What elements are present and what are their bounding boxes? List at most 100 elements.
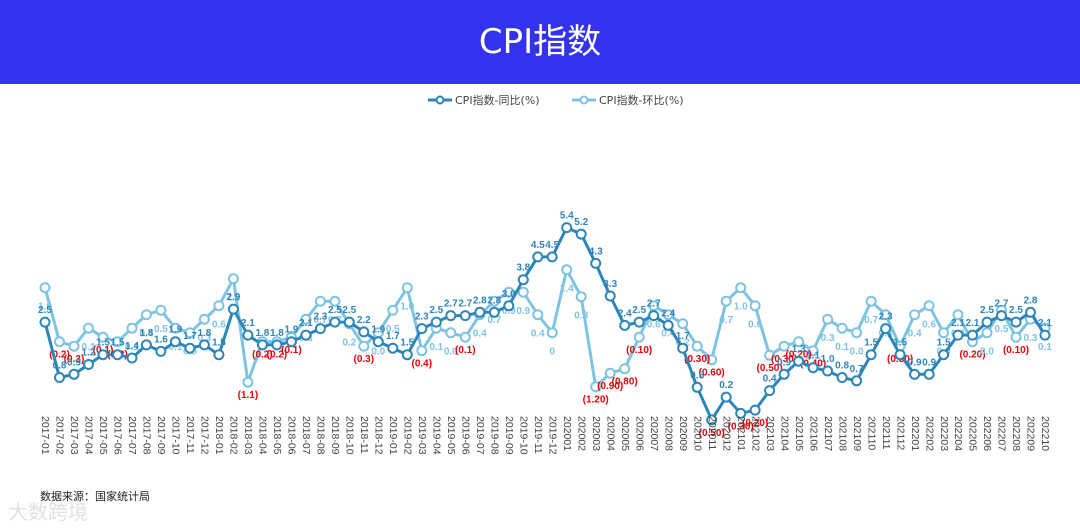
yoy-point: [97, 349, 109, 361]
yoy-point: [938, 349, 950, 361]
yoy-point: [329, 316, 341, 328]
x-axis: 2017-01 2017-02 2017-03 2017-04 2017-05 2017-…: [39, 416, 1051, 455]
yoy-data-label: 2.5: [328, 305, 342, 316]
mom-data-label: (0.2): [49, 350, 70, 361]
yoy-data-label: 0.8: [835, 361, 849, 372]
yoy-data-label: 1.9: [371, 325, 385, 336]
yoy-point: [358, 326, 370, 338]
x-tick-label: 2019-06: [460, 416, 472, 455]
yoy-point: [242, 329, 254, 341]
mom-point: [83, 322, 94, 334]
mom-point: [633, 331, 645, 343]
mom-point: [735, 282, 747, 294]
x-tick-label: 2019-09: [503, 416, 515, 455]
yoy-point: [459, 310, 471, 322]
x-tick-label: 2018-08: [315, 416, 327, 455]
yoy-data-label: 2.1: [241, 318, 255, 329]
x-tick-label: 202110: [865, 416, 877, 450]
x-tick-label: 202112: [894, 416, 906, 450]
mom-data-label: 1.4: [560, 284, 574, 295]
x-tick-label: 202005: [619, 416, 631, 451]
yoy-point: [372, 336, 384, 348]
yoy-data-label: 0.7: [850, 364, 864, 375]
mom-point: [677, 318, 689, 330]
x-tick-label: 202105: [793, 416, 805, 451]
mom-point: [155, 304, 167, 316]
yoy-data-label: 3.0: [502, 289, 516, 300]
mom-point: [793, 336, 805, 348]
mom-line: [43, 268, 1046, 389]
yoy-point: [691, 381, 703, 393]
yoy-line: [43, 226, 1047, 422]
yoy-data-label: 2.2: [357, 315, 371, 326]
x-tick-label: 2018-10: [344, 416, 356, 455]
mom-data-label: 0.9: [502, 306, 516, 317]
x-tick-label: 202007: [648, 416, 660, 451]
yoy-point: [546, 251, 558, 263]
mom-data-label: (0.90): [597, 381, 623, 392]
mom-point: [198, 313, 210, 325]
yoy-data-label: 2.8: [473, 295, 487, 306]
yoy-point: [633, 316, 645, 328]
yoy-data-label: 2.5: [38, 305, 52, 316]
x-tick-label: 2019-02: [402, 416, 414, 455]
mom-point: [97, 331, 109, 343]
mom-point: [546, 327, 558, 339]
x-tick-label: 202106: [807, 416, 819, 451]
x-tick-label: 202001: [561, 416, 573, 451]
yoy-data-label: 2.3: [415, 312, 429, 323]
mom-point: [764, 349, 776, 361]
x-tick-label: 202107: [822, 416, 834, 451]
yoy-data-label: 2.4: [661, 308, 675, 319]
mom-point: [416, 345, 428, 357]
mom-point: [706, 354, 718, 366]
x-tick-label: 2017-12: [199, 416, 211, 455]
yoy-point: [677, 342, 689, 354]
mom-point: [662, 309, 674, 321]
mom-data-label: 0.2: [342, 338, 356, 349]
x-tick-label: 202109: [851, 416, 863, 451]
yoy-data-label: (0.20): [742, 418, 768, 429]
yoy-data-label: 1.6: [154, 334, 168, 345]
mom-point: [807, 345, 819, 357]
mom-data-label: 0.4: [661, 329, 675, 340]
yoy-data-label: 3.3: [603, 279, 617, 290]
x-tick-label: 202103: [764, 416, 776, 451]
yoy-data-label: 1.5: [400, 338, 414, 349]
yoy-point: [909, 368, 921, 380]
yoy-data-label: 4.5: [531, 240, 545, 251]
mom-point: [445, 327, 457, 339]
yoy-point: [822, 365, 834, 377]
mom-data-label: (0.4): [412, 359, 433, 370]
legend-label: CPI指数-环比(%): [599, 93, 684, 107]
mom-data-label: (0.80): [612, 377, 638, 388]
yoy-data-label: 2.1: [1038, 318, 1052, 329]
mom-data-label: 0.4: [139, 329, 153, 340]
yoy-point: [793, 355, 805, 367]
x-tick-label: 2018-05: [271, 416, 283, 455]
mom-point: [329, 295, 341, 307]
yoy-data-label: 1.5: [937, 338, 951, 349]
yoy-data-label: 2.7: [458, 299, 472, 310]
yoy-point: [155, 345, 167, 357]
yoy-point: [619, 319, 631, 331]
mom-point: [952, 309, 964, 321]
series-mom: 1.0(0.2)(0.3)0.1(0.1)(0.2)0.10.40.50.10.…: [38, 264, 1052, 406]
x-tick-label: 2018-09: [329, 416, 341, 455]
x-tick-label: 202011: [706, 416, 718, 450]
x-tick-label: 202111: [880, 416, 892, 450]
yoy-data-label: 5.2: [574, 217, 588, 228]
x-tick-label: 202202: [923, 416, 935, 451]
mom-data-label: (1.20): [583, 395, 609, 406]
mom-point: [184, 327, 196, 339]
yoy-point: [923, 368, 935, 380]
mom-point: [938, 327, 950, 339]
x-tick-label: 2019-12: [546, 416, 558, 455]
x-tick-label: 2017-02: [54, 416, 66, 455]
x-tick-label: 202201: [909, 416, 921, 451]
mom-data-label: 0.6: [647, 320, 661, 331]
yoy-data-label: 1.3: [792, 344, 806, 355]
yoy-point: [39, 316, 51, 328]
yoy-data-label: 0.9: [67, 357, 81, 368]
mom-point: [822, 313, 834, 325]
